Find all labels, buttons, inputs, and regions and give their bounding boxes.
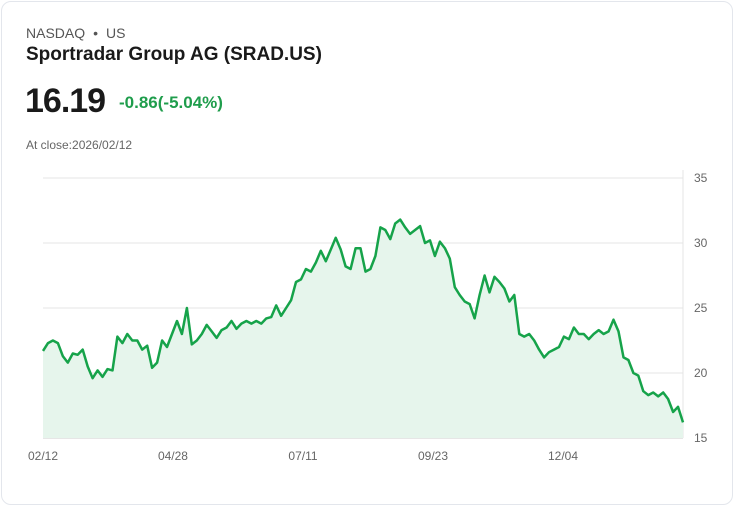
x-tick-label: 02/12 (28, 449, 58, 463)
x-tick-label: 09/23 (418, 449, 448, 463)
exchange: NASDAQ (26, 25, 86, 41)
close-date: At close:2026/02/12 (26, 138, 133, 152)
x-tick-label: 12/04 (548, 449, 578, 463)
stock-title: Sportradar Group AG (SRAD.US) (26, 44, 322, 65)
separator: • (93, 25, 99, 41)
x-tick-label: 07/11 (288, 449, 317, 463)
y-tick-label: 15 (694, 431, 708, 445)
price: 16.19 (25, 82, 106, 120)
area-fill (43, 219, 683, 438)
y-tick-label: 25 (694, 301, 708, 315)
y-tick-label: 30 (694, 236, 708, 250)
y-tick-label: 35 (694, 171, 708, 185)
price-line (41, 218, 685, 423)
region: US (106, 25, 126, 41)
x-tick-label: 04/28 (158, 449, 188, 463)
y-tick-label: 20 (694, 366, 708, 380)
price-change: -0.86(-5.04%) (119, 93, 223, 112)
exchange-line: NASDAQ • US (26, 25, 125, 41)
